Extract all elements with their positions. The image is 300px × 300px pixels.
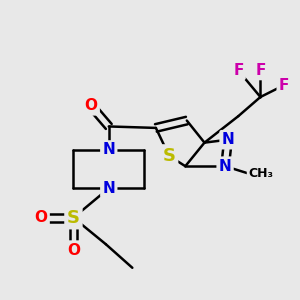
Text: F: F [279,78,289,93]
Text: S: S [67,209,80,227]
Text: F: F [255,63,266,78]
Text: F: F [233,63,244,78]
Text: N: N [102,142,115,158]
Text: N: N [222,132,234,147]
Text: S: S [163,147,176,165]
Text: O: O [34,210,48,225]
Text: CH₃: CH₃ [249,167,274,180]
Text: O: O [85,98,98,113]
Text: N: N [219,159,232,174]
Text: N: N [102,181,115,196]
Text: O: O [67,243,80,258]
